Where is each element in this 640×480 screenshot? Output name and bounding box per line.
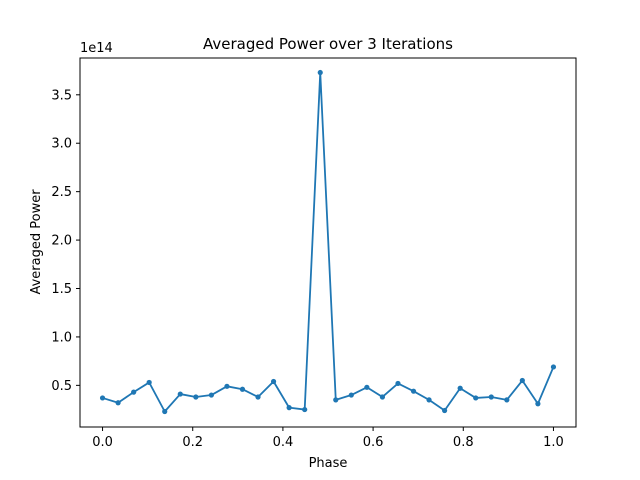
data-point: [504, 397, 510, 403]
data-point: [99, 395, 106, 401]
data-point: [442, 407, 448, 414]
y-tick-label: 3.5: [51, 88, 72, 103]
data-point: [131, 389, 137, 395]
data-point: [519, 377, 525, 384]
data-point: [550, 364, 557, 370]
data-point: [270, 378, 277, 385]
x-tick-label: 0.2: [182, 435, 203, 450]
data-point: [255, 394, 261, 400]
plot-layer: [99, 69, 557, 415]
x-tick-label: 0.0: [92, 435, 113, 450]
x-tick-label: 0.8: [453, 435, 474, 450]
series-line: [102, 71, 555, 413]
data-point: [426, 397, 432, 403]
data-point: [317, 69, 323, 76]
data-point: [395, 380, 401, 387]
y-tick-label: 1.5: [51, 282, 72, 297]
data-point: [239, 386, 246, 392]
ticks-layer: 0.0 0.2 0.4 0.6 0.8 1.0 0.5 1.0 1.5 2.0 2.5 3.0 3.5: [51, 88, 563, 450]
data-point: [208, 392, 214, 398]
data-point: [488, 394, 494, 400]
data-point: [457, 385, 463, 391]
x-axis-title: Phase: [309, 456, 348, 471]
x-tick-label: 0.6: [363, 435, 384, 450]
data-point: [473, 395, 479, 401]
y-offset-label: 1e14: [80, 41, 113, 56]
x-tick-label: 1.0: [543, 435, 564, 450]
data-point: [115, 400, 121, 406]
data-point: [302, 406, 308, 413]
data-point: [410, 388, 417, 394]
plot-frame: [79, 57, 577, 428]
data-point: [146, 379, 152, 386]
data-point: [348, 392, 354, 398]
data-point: [177, 391, 183, 397]
data-point: [333, 397, 339, 403]
data-point: [286, 405, 292, 411]
data-point: [162, 408, 168, 415]
data-point: [364, 384, 370, 390]
data-point: [193, 394, 199, 400]
chart-title: Averaged Power over 3 Iterations: [203, 35, 453, 53]
y-tick-label: 1.0: [51, 330, 72, 345]
data-point: [379, 394, 386, 400]
y-axis-title: Averaged Power: [29, 189, 44, 295]
data-point: [535, 401, 541, 407]
data-point: [224, 383, 230, 389]
x-tick-label: 0.4: [273, 435, 294, 450]
y-tick-label: 3.0: [51, 137, 72, 152]
y-tick-label: 0.5: [51, 379, 72, 394]
y-tick-label: 2.5: [51, 185, 72, 200]
y-tick-label: 2.0: [51, 234, 72, 249]
